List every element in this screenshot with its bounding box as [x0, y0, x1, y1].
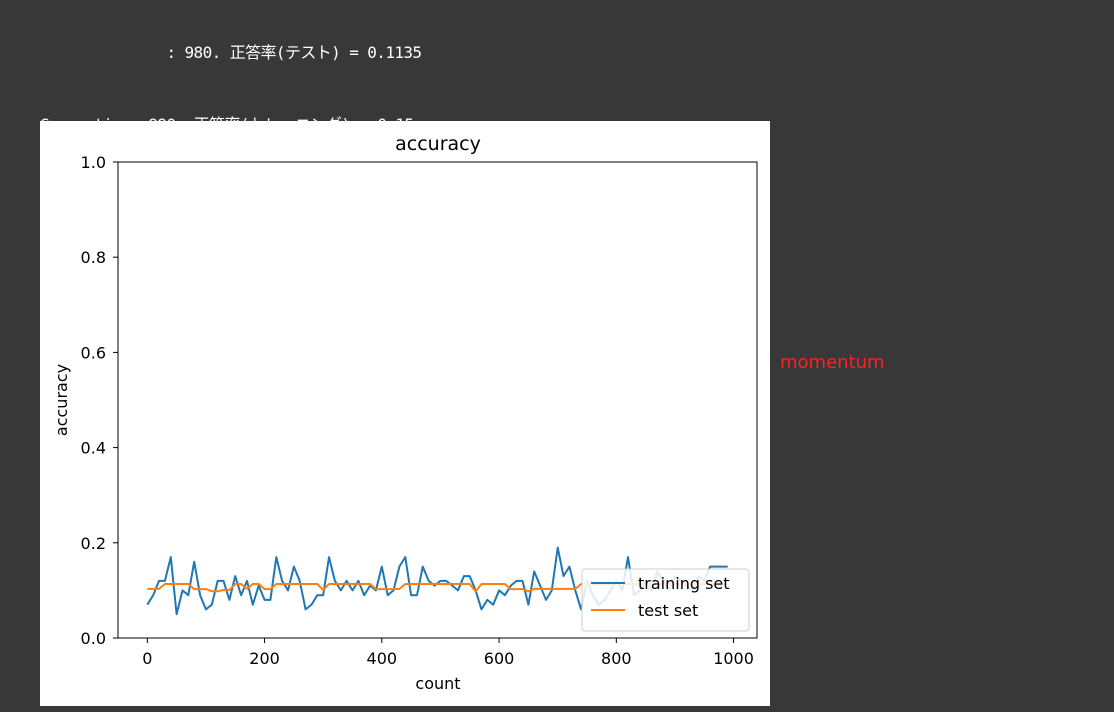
y-tick-label: 0.0 [81, 629, 106, 648]
y-tick-label: 0.6 [81, 343, 106, 362]
y-axis-label: accuracy [52, 364, 71, 436]
chart-title: accuracy [395, 133, 481, 155]
x-tick-label: 600 [484, 649, 515, 668]
accuracy-chart: accuracy count accuracy 0 200 400 600 800 100… [52, 133, 758, 693]
accuracy-plot: accuracy count accuracy 0 200 400 600 800 100… [40, 121, 770, 706]
y-tick-label: 1.0 [81, 153, 106, 172]
legend-box [581, 568, 750, 632]
legend-test-label: test set [638, 601, 698, 620]
legend-training-label: training set [638, 574, 730, 593]
x-tick-label: 800 [601, 649, 632, 668]
legend: training set test set [581, 568, 750, 632]
y-tick-label: 0.2 [81, 534, 106, 553]
plot-frame [117, 161, 758, 639]
y-tick-label: 0.8 [81, 248, 106, 267]
x-axis-label: count [415, 674, 460, 693]
y-tick-label: 0.4 [81, 439, 106, 458]
x-tick-label: 400 [367, 649, 398, 668]
x-tick-label: 0 [142, 649, 152, 668]
x-tick-label: 1000 [713, 649, 754, 668]
console-line: : 980. 正答率(テスト) = 0.1135 [40, 43, 422, 62]
x-tick-label: 200 [249, 649, 280, 668]
momentum-label: momentum [780, 352, 885, 373]
